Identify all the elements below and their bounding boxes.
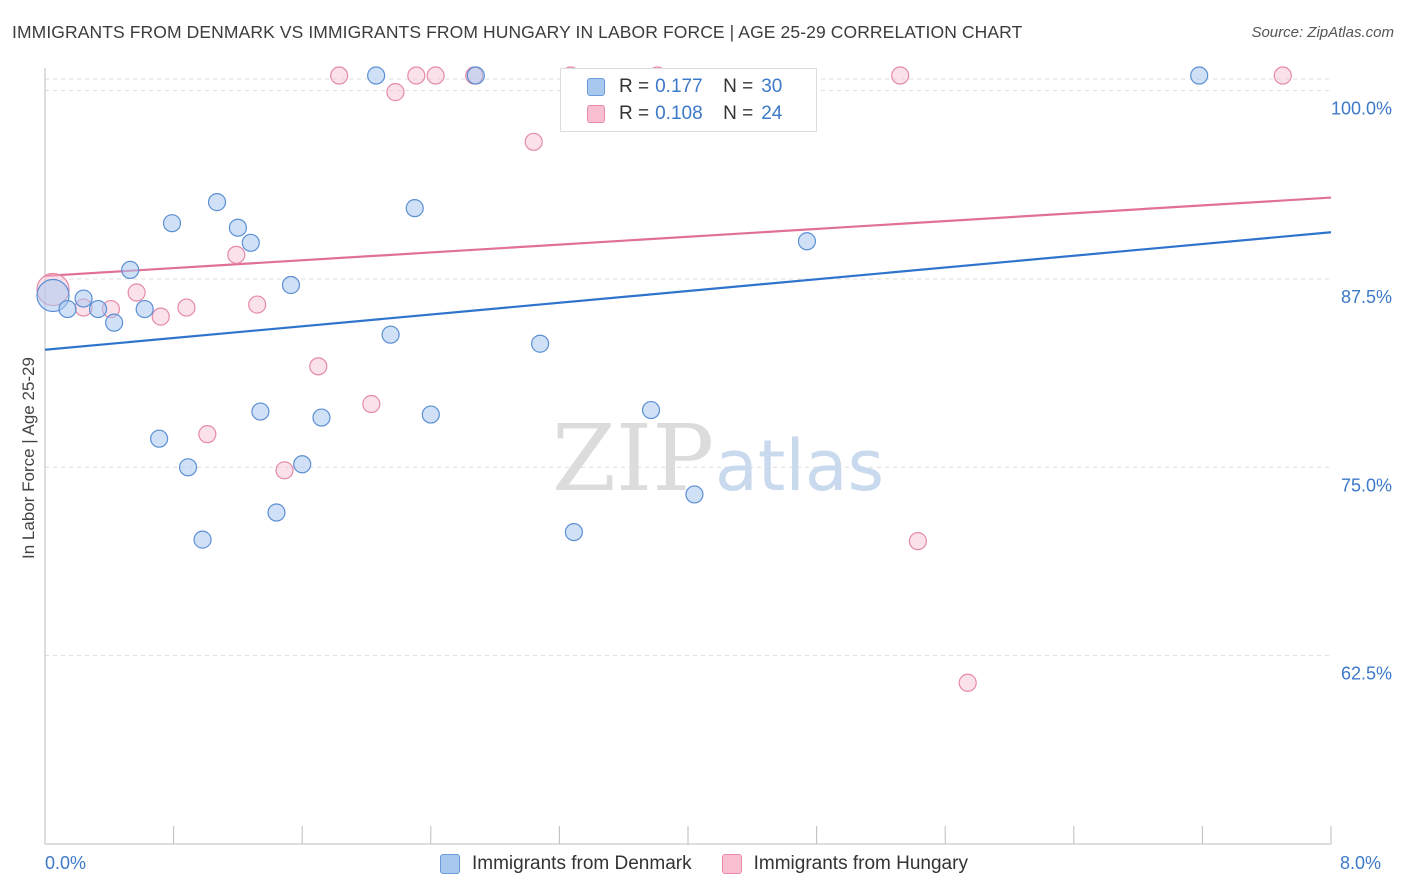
point-denmark bbox=[162, 214, 182, 233]
point-denmark bbox=[797, 232, 817, 251]
point-denmark bbox=[293, 455, 312, 474]
point-denmark bbox=[228, 218, 247, 237]
point-hungary bbox=[362, 394, 381, 414]
legend-row-denmark: R = 0.177 N = 30 bbox=[587, 75, 782, 99]
watermark: ZIP atlas bbox=[552, 405, 884, 512]
r-value: 0.177 bbox=[655, 76, 703, 97]
r-value: 0.108 bbox=[655, 103, 703, 124]
legend-label-denmark: Immigrants from Denmark bbox=[472, 853, 692, 874]
point-hungary bbox=[908, 532, 927, 551]
point-hungary bbox=[426, 66, 445, 85]
n-label: N = bbox=[723, 103, 754, 124]
point-hungary bbox=[151, 307, 170, 326]
y-axis-label: In Labor Force | Age 25-29 bbox=[19, 357, 38, 559]
point-hungary bbox=[386, 83, 405, 102]
point-denmark bbox=[88, 299, 108, 319]
axes bbox=[44, 68, 1332, 845]
point-hungary bbox=[227, 245, 246, 264]
point-denmark bbox=[193, 530, 212, 549]
series-legend: Immigrants from Denmark Immigrants from … bbox=[440, 853, 998, 875]
point-denmark bbox=[150, 429, 169, 448]
correlation-legend: R = 0.177 N = 30 R = 0.108 N = 24 bbox=[560, 68, 817, 132]
x-tick-label: 0.0% bbox=[45, 853, 86, 873]
trend-line-hungary bbox=[44, 196, 1332, 278]
trend-lines bbox=[44, 196, 1332, 351]
legend-row-hungary: R = 0.108 N = 24 bbox=[587, 102, 782, 126]
legend-item-denmark: Immigrants from Denmark bbox=[440, 853, 692, 875]
point-denmark bbox=[367, 66, 386, 85]
r-label: R = bbox=[619, 103, 650, 124]
point-hungary bbox=[524, 132, 543, 151]
point-denmark bbox=[58, 299, 77, 319]
y-tick-label: 87.5% bbox=[1341, 287, 1392, 307]
point-hungary bbox=[330, 66, 349, 85]
point-denmark bbox=[405, 199, 424, 218]
chart-source: Source: ZipAtlas.com bbox=[1251, 24, 1394, 41]
y-tick-label: 62.5% bbox=[1341, 664, 1392, 684]
point-denmark bbox=[312, 408, 331, 427]
point-denmark bbox=[207, 193, 227, 212]
r-label: R = bbox=[619, 76, 650, 97]
point-denmark bbox=[641, 400, 661, 420]
point-hungary bbox=[958, 673, 977, 692]
data-points bbox=[36, 66, 1292, 692]
point-hungary bbox=[1273, 66, 1292, 85]
point-hungary bbox=[275, 461, 294, 480]
point-denmark bbox=[685, 485, 704, 504]
point-hungary bbox=[198, 425, 217, 444]
n-label: N = bbox=[723, 76, 754, 97]
n-value: 30 bbox=[761, 76, 783, 97]
point-denmark bbox=[1190, 66, 1209, 85]
point-denmark bbox=[135, 299, 154, 319]
point-denmark bbox=[241, 233, 260, 252]
point-hungary bbox=[891, 66, 910, 85]
point-hungary bbox=[248, 295, 267, 314]
legend-item-hungary: Immigrants from Hungary bbox=[721, 853, 968, 875]
chart-title: IMMIGRANTS FROM DENMARK VS IMMIGRANTS FR… bbox=[12, 22, 1023, 42]
point-hungary bbox=[127, 283, 146, 302]
point-denmark bbox=[178, 458, 198, 477]
tick-labels: 100.0% 87.5% 75.0% 62.5% 0.0% 8.0% bbox=[45, 99, 1392, 873]
point-denmark bbox=[421, 405, 440, 424]
point-hungary bbox=[309, 357, 328, 376]
point-denmark bbox=[74, 289, 93, 308]
point-denmark bbox=[281, 275, 301, 295]
hungary-swatch bbox=[587, 105, 605, 123]
y-tick-label: 75.0% bbox=[1341, 475, 1392, 495]
point-denmark bbox=[105, 313, 124, 332]
hungary-swatch bbox=[721, 854, 742, 874]
watermark-atlas: atlas bbox=[715, 425, 884, 507]
grid-lines bbox=[45, 78, 1331, 657]
point-denmark bbox=[531, 334, 550, 353]
point-denmark bbox=[564, 522, 583, 542]
point-denmark bbox=[121, 260, 140, 280]
x-tick-label: 8.0% bbox=[1340, 853, 1381, 873]
n-value: 24 bbox=[761, 103, 783, 124]
point-denmark bbox=[267, 503, 286, 522]
trend-line-denmark bbox=[44, 231, 1332, 351]
point-hungary bbox=[177, 298, 196, 317]
denmark-swatch bbox=[440, 854, 460, 874]
point-denmark bbox=[251, 402, 270, 421]
point-denmark bbox=[381, 325, 400, 344]
point-hungary bbox=[407, 66, 426, 85]
y-tick-label: 100.0% bbox=[1331, 99, 1392, 119]
denmark-swatch bbox=[587, 78, 605, 96]
point-denmark bbox=[466, 66, 485, 85]
legend-label-hungary: Immigrants from Hungary bbox=[753, 853, 968, 874]
